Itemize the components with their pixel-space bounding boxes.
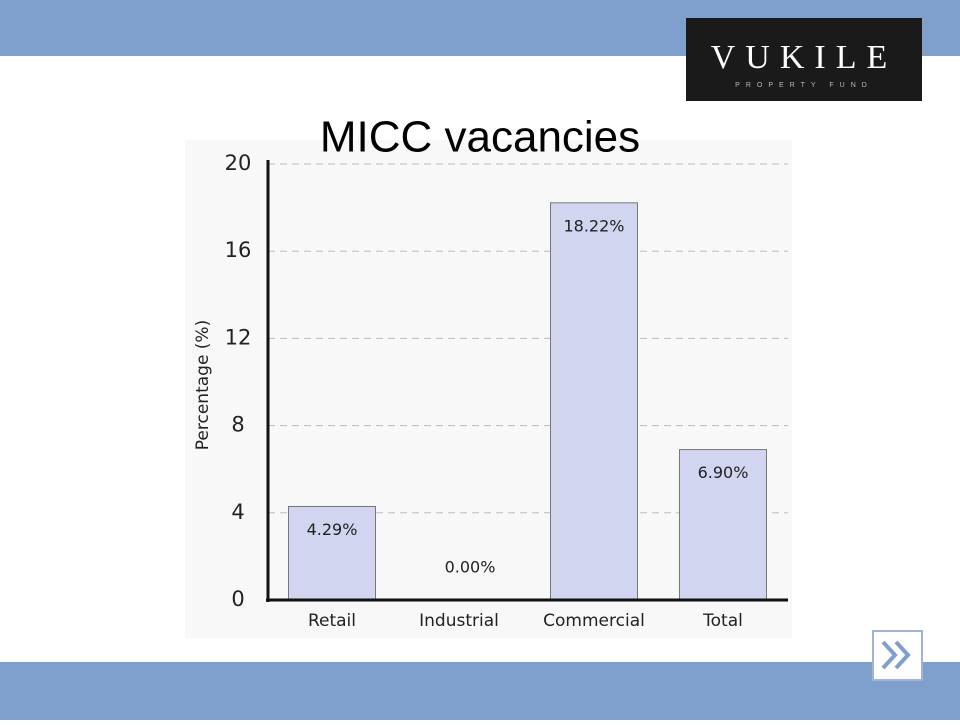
bar: [550, 202, 638, 601]
value-label: 6.90%: [698, 463, 749, 482]
next-button[interactable]: [872, 630, 923, 681]
next-button-frame[interactable]: [872, 630, 923, 681]
plot: 0 4 8 12 16 20 Retail 4.29% Industrial 0.00% Comme…: [225, 151, 788, 631]
logo-name: VUKILE: [711, 39, 898, 76]
x-tick-label: Retail: [308, 611, 356, 631]
y-tick-label: 20: [225, 151, 252, 175]
y-tick-label: 0: [231, 587, 244, 611]
chart-title: MICC vacancies: [320, 113, 640, 162]
y-tick-label: 8: [231, 413, 244, 437]
bottom-band: [0, 662, 960, 720]
bar: [679, 449, 767, 601]
y-axis-label: Percentage (%): [193, 320, 213, 450]
x-tick-label: Commercial: [543, 611, 645, 631]
bar: [288, 505, 376, 601]
logo-box: [686, 18, 922, 101]
next-chevrons[interactable]: [881, 640, 911, 670]
value-label: 4.29%: [307, 520, 358, 539]
y-tick-label: 12: [225, 325, 252, 349]
y-tick-label: 16: [225, 238, 252, 262]
y-tick-label: 4: [231, 500, 244, 524]
logo-tagline: PROPERTY FUND: [735, 82, 873, 89]
x-tick-label: Total: [702, 611, 743, 631]
value-label: 0.00%: [445, 558, 496, 577]
x-tick-label: Industrial: [419, 611, 499, 631]
value-label: 18.22%: [563, 216, 624, 235]
